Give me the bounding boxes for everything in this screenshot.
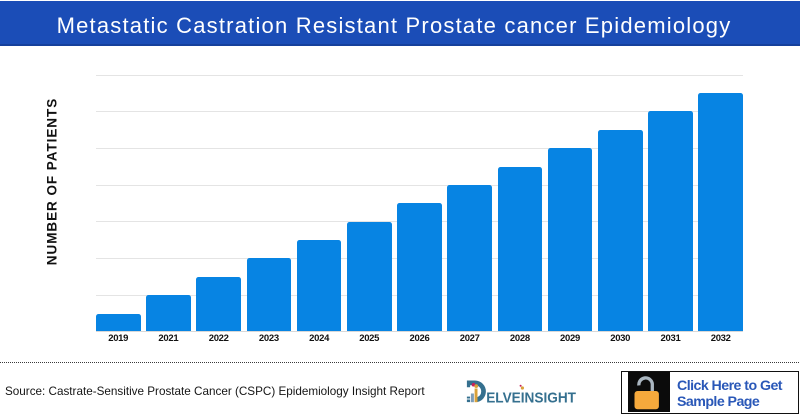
svg-text:ELVEINSIGHT: ELVEINSIGHT xyxy=(486,389,576,406)
